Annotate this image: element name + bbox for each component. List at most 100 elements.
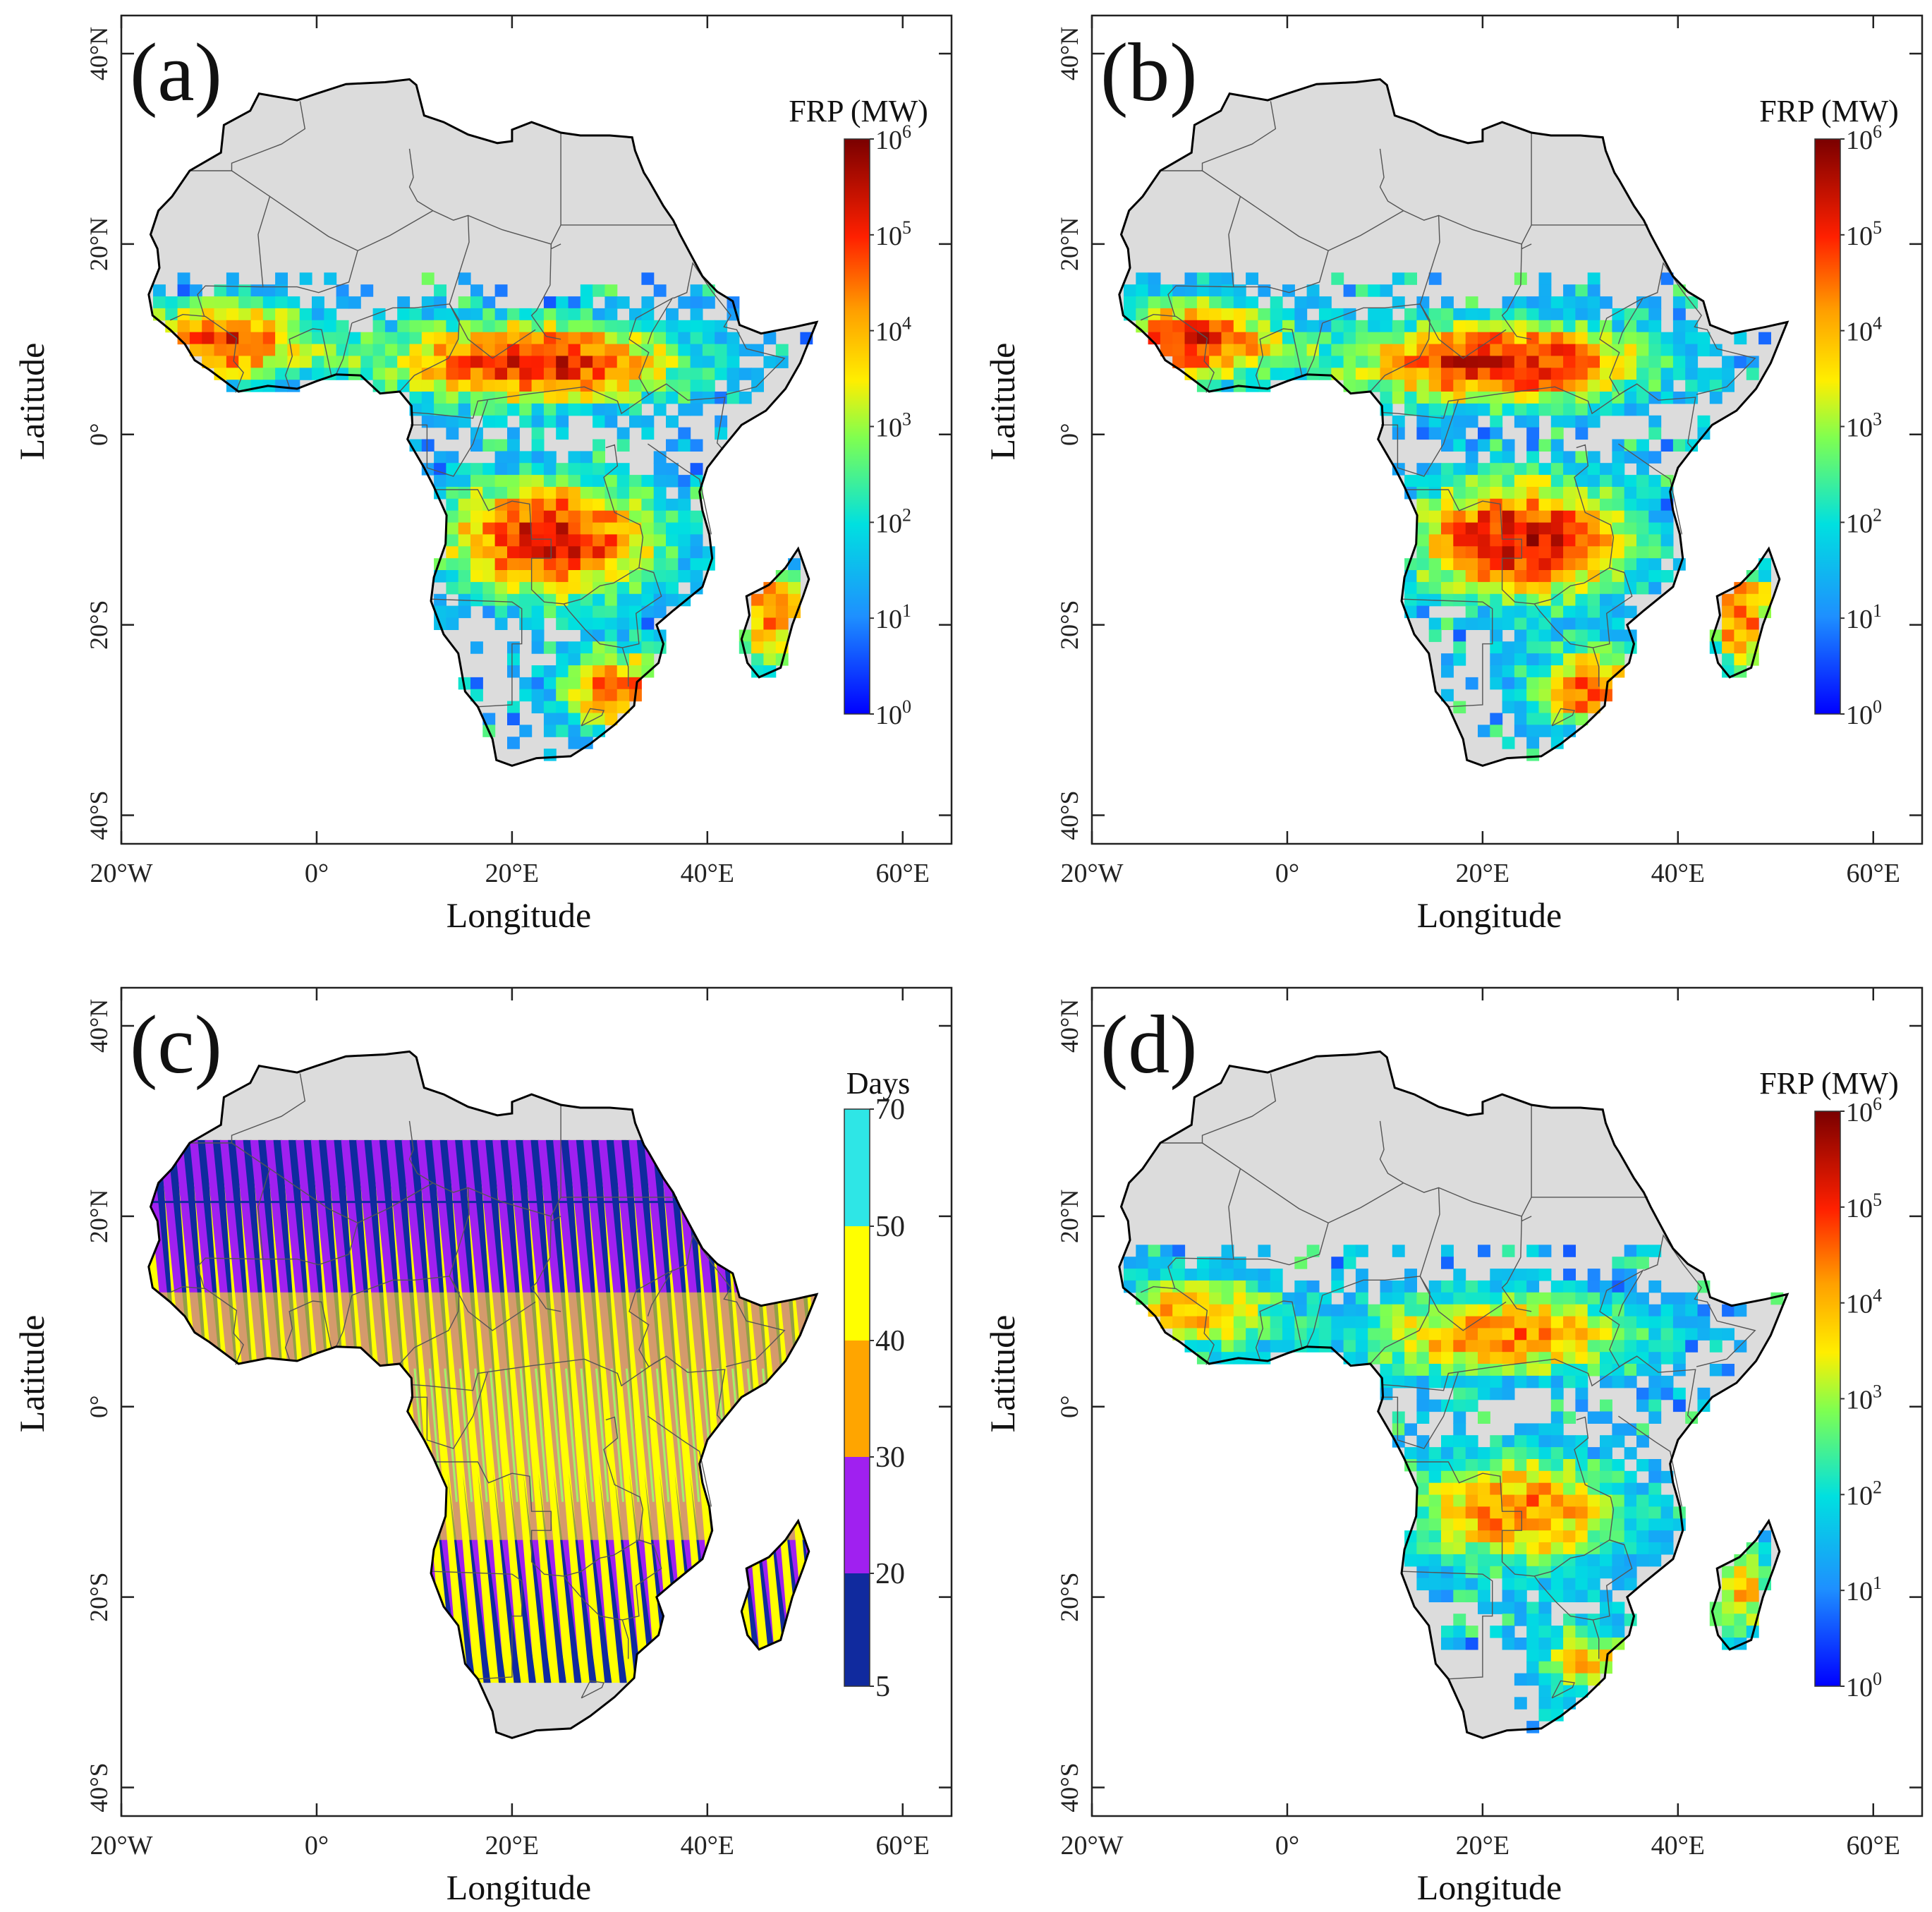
frp-grid-cell xyxy=(1453,653,1466,666)
frp-grid-cell xyxy=(1416,1340,1430,1353)
frp-grid-cell xyxy=(1221,1328,1234,1341)
frp-grid-cell xyxy=(1404,581,1417,595)
frp-grid-cell xyxy=(1221,1245,1234,1257)
frp-grid-cell xyxy=(1465,308,1478,321)
frp-grid-cell xyxy=(214,308,227,321)
frp-grid-cell xyxy=(1624,1304,1637,1317)
frp-grid-cell xyxy=(568,510,581,524)
frp-grid-cell xyxy=(1575,284,1588,297)
swath-stripe-dark xyxy=(175,1473,203,1683)
frp-grid-cell xyxy=(1404,320,1417,333)
frp-grid-cell xyxy=(1490,1292,1503,1305)
frp-grid-cell xyxy=(1563,1304,1576,1317)
frp-grid-cell xyxy=(1550,1328,1564,1341)
frp-grid-cell xyxy=(1478,1518,1490,1531)
frp-grid-cell xyxy=(177,296,190,309)
frp-grid-cell xyxy=(1343,320,1356,333)
frp-grid-cell xyxy=(1404,1340,1417,1353)
frp-grid-cell xyxy=(1294,1304,1308,1317)
frp-grid-cell xyxy=(1526,451,1540,464)
swath-stripe-dark xyxy=(250,1473,279,1683)
frp-grid-cell xyxy=(1453,344,1466,357)
country-border xyxy=(560,133,677,226)
frp-grid-cell xyxy=(1575,605,1588,619)
frp-grid-cell xyxy=(593,593,605,607)
frp-grid-cell xyxy=(1563,1447,1576,1460)
frp-grid-cell xyxy=(1428,617,1442,630)
frp-grid-cell xyxy=(507,510,520,524)
frp-grid-cell xyxy=(519,308,533,321)
colorbar-tick-label: 104 xyxy=(875,313,911,347)
frp-grid-cell xyxy=(531,498,545,512)
frp-grid-cell xyxy=(1550,1518,1564,1531)
frp-grid-cell xyxy=(715,320,728,333)
frp-grid-cell xyxy=(1624,1280,1637,1293)
frp-grid-cell xyxy=(458,356,471,368)
frp-grid-cell xyxy=(1587,392,1600,404)
frp-grid-cell xyxy=(1550,1316,1564,1329)
frp-grid-cell xyxy=(384,320,398,333)
frp-grid-cell xyxy=(238,284,252,297)
frp-grid-cell xyxy=(250,284,264,297)
frp-grid-cell xyxy=(1490,1316,1503,1329)
frp-grid-cell xyxy=(1428,332,1442,345)
frp-grid-cell xyxy=(1600,617,1612,630)
frp-grid-cell xyxy=(543,380,557,392)
frp-grid-cell xyxy=(690,439,703,452)
frp-grid-cell xyxy=(1624,1269,1637,1281)
frp-grid-cell xyxy=(1563,451,1576,464)
swath-cyan-line xyxy=(277,1368,291,1502)
frp-grid-cell xyxy=(1722,605,1734,619)
frp-grid-cell xyxy=(1233,368,1246,380)
frp-grid-cell xyxy=(434,296,446,309)
colorbar-bin xyxy=(844,1341,870,1457)
frp-grid-cell xyxy=(1465,380,1478,392)
frp-grid-cell xyxy=(1428,1364,1442,1376)
madagascar-coastline xyxy=(740,546,810,679)
frp-grid-cell xyxy=(1221,320,1234,333)
frp-grid-cell xyxy=(568,451,581,464)
frp-grid-cell xyxy=(543,641,557,654)
frp-grid-cell xyxy=(1221,1352,1234,1365)
frp-grid-cell xyxy=(1453,1470,1466,1484)
frp-grid-cell xyxy=(494,284,508,297)
frp-grid-cell xyxy=(1624,1423,1637,1436)
frp-grid-cell xyxy=(1550,1375,1564,1388)
frp-grid-cell xyxy=(434,284,446,297)
frp-grid-cell xyxy=(434,403,446,416)
frp-grid-cell xyxy=(470,296,483,309)
frp-grid-cell xyxy=(1331,1269,1344,1281)
colorbar-tick-label: 105 xyxy=(1846,1190,1882,1223)
frp-grid-cell xyxy=(1587,1554,1600,1567)
frp-grid-cell xyxy=(1404,570,1417,583)
frp-grid-cell xyxy=(1575,1364,1588,1376)
frp-grid-cell xyxy=(1672,1328,1686,1341)
frp-grid-cell xyxy=(666,546,679,559)
frp-grid-cell xyxy=(1331,356,1344,368)
frp-grid-cell xyxy=(1258,1328,1271,1341)
frp-grid-cell xyxy=(409,356,423,368)
frp-grid-cell xyxy=(1416,570,1430,583)
y-tick-label: 40°N xyxy=(85,999,113,1053)
y-tick-label: 0° xyxy=(85,1396,113,1418)
frp-grid-cell xyxy=(1538,487,1552,500)
frp-grid-cell xyxy=(1392,1340,1405,1353)
frp-grid-cell xyxy=(1624,1566,1637,1579)
frp-grid-cell xyxy=(1490,1542,1503,1555)
frp-grid-cell xyxy=(1624,392,1637,404)
frp-grid-cell xyxy=(556,320,569,333)
frp-grid-cell xyxy=(1612,1352,1625,1365)
frp-grid-cell xyxy=(1428,570,1442,583)
frp-grid-cell xyxy=(690,522,703,536)
frp-grid-cell xyxy=(1294,344,1308,357)
frp-grid-cell xyxy=(1550,1447,1564,1460)
frp-grid-cell xyxy=(1722,641,1734,654)
frp-grid-cell xyxy=(1538,1649,1552,1662)
frp-grid-cell xyxy=(482,344,496,357)
frp-grid-cell xyxy=(299,272,312,285)
frp-grid-cell xyxy=(593,356,605,368)
frp-grid-cell xyxy=(1575,689,1588,702)
frp-grid-cell xyxy=(238,344,252,357)
frp-grid-cell xyxy=(1453,1578,1466,1591)
frp-grid-cell xyxy=(1600,1602,1612,1614)
